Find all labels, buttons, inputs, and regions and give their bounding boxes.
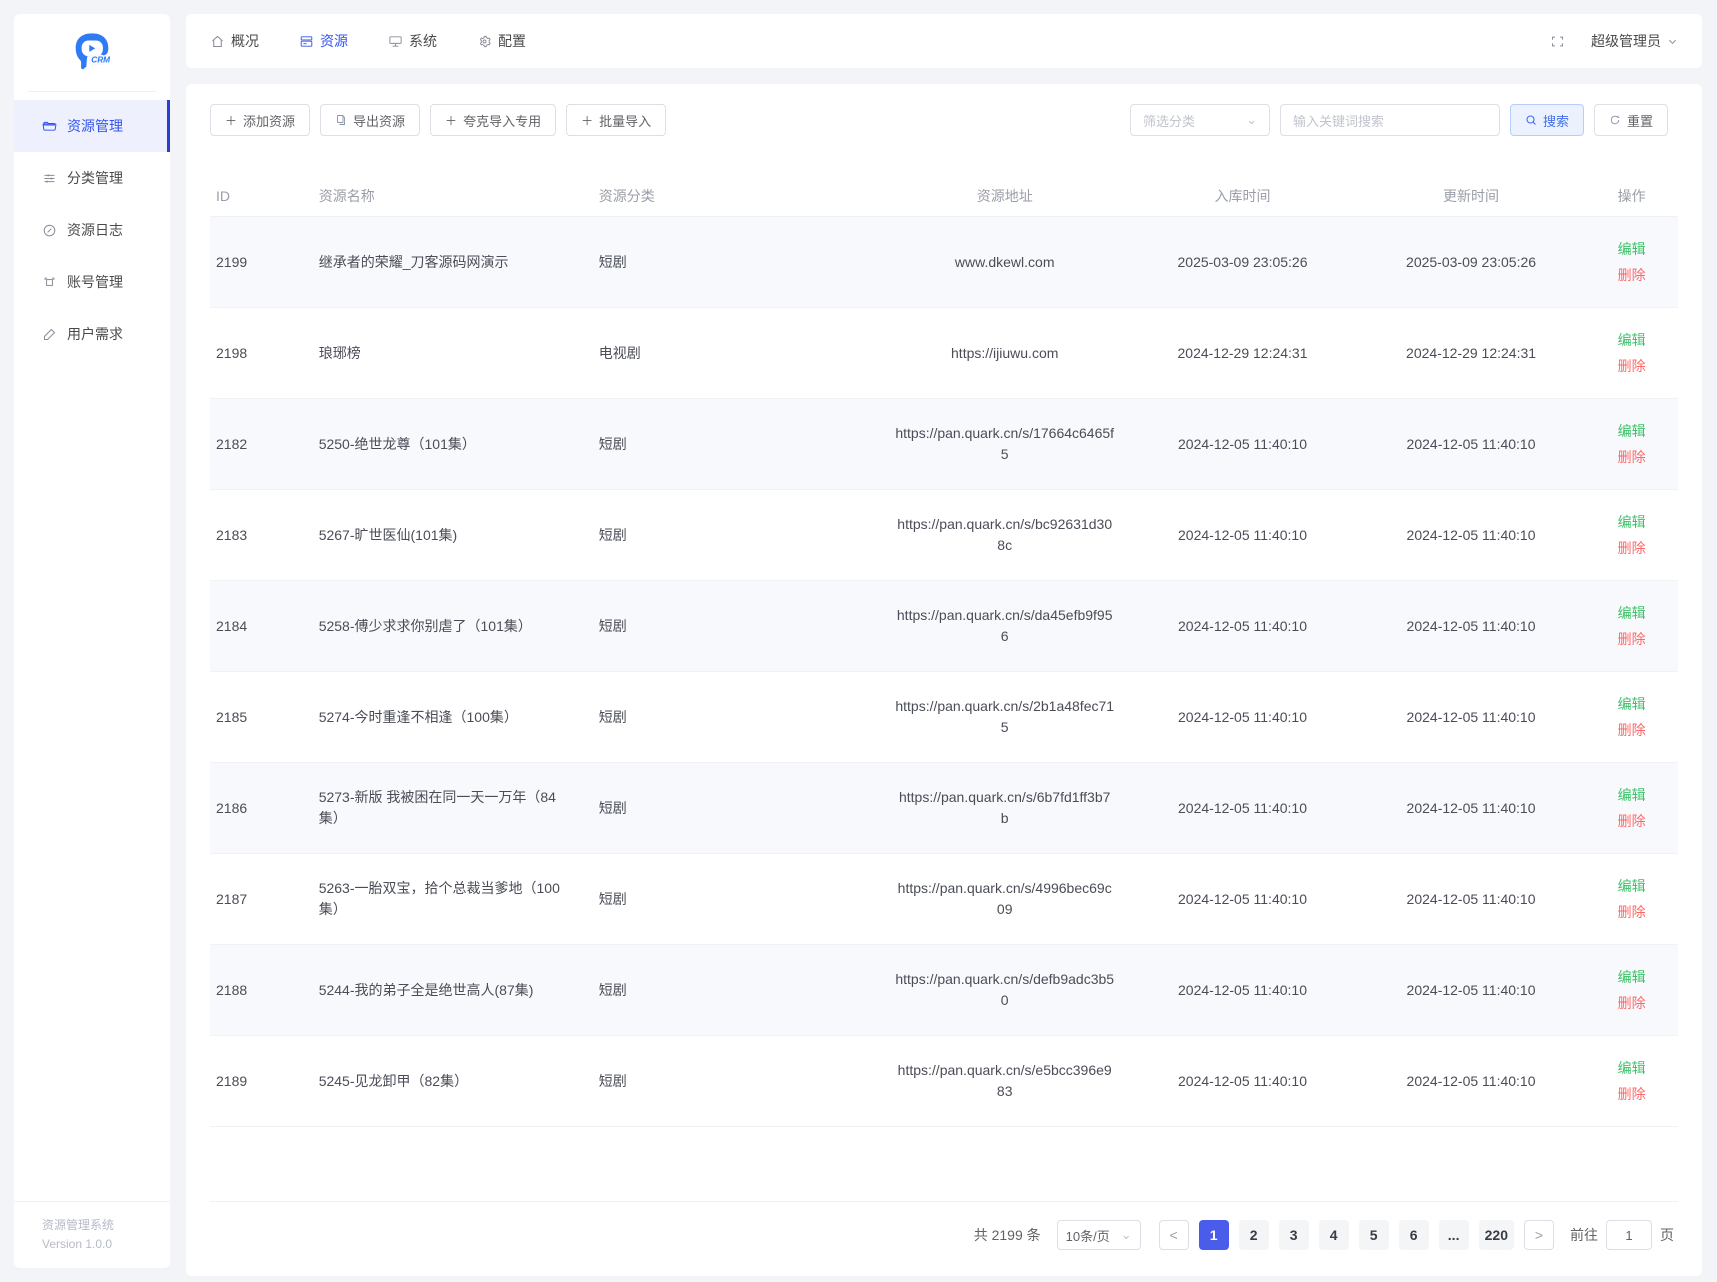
svg-text:CRM: CRM — [91, 55, 111, 64]
